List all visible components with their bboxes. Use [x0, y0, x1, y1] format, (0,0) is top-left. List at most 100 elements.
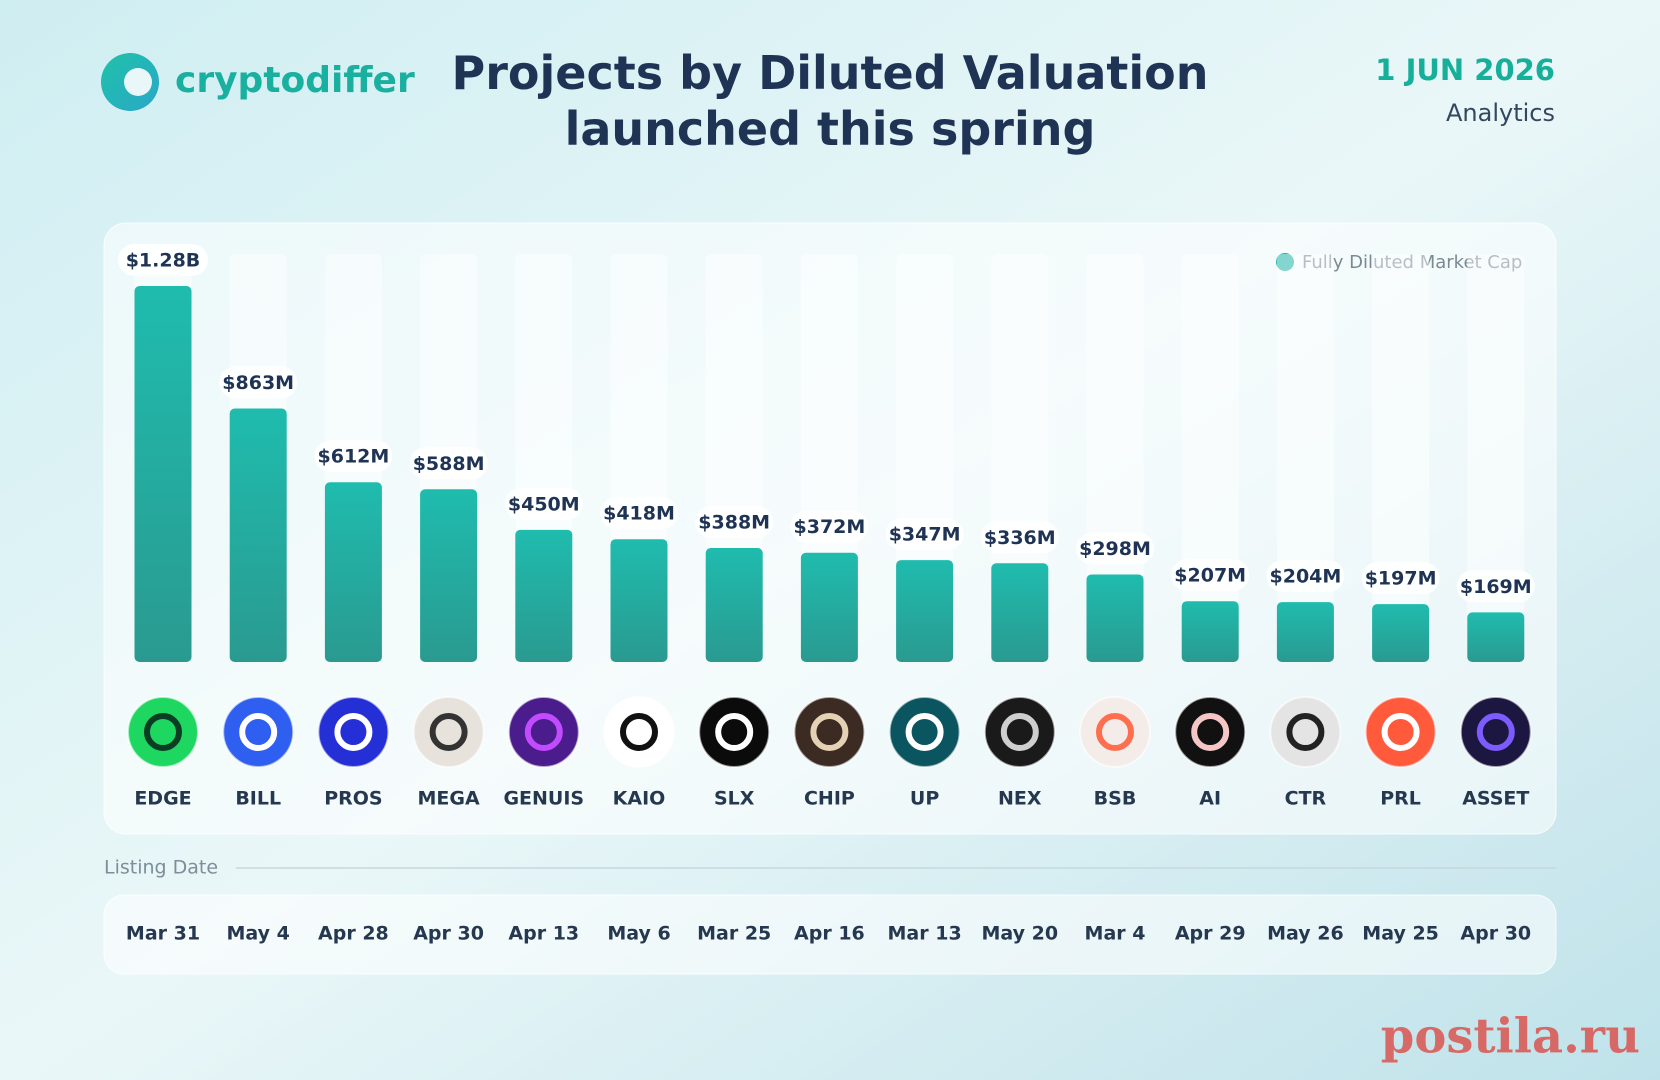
project-icon: [983, 696, 1056, 768]
title-box: Projects by Diluted Valuation launched t…: [451, 46, 1209, 156]
listing-date: Mar 13: [888, 923, 962, 945]
value-label: $347M: [889, 524, 961, 546]
brand-name: cryptodiffer: [175, 60, 415, 101]
value-label: $169M: [1460, 576, 1532, 598]
bar: [420, 489, 478, 662]
project-icon-glyph: [429, 713, 468, 751]
project-icon: [127, 696, 199, 768]
project-name: SLX: [714, 788, 755, 810]
value-label-bg: [504, 487, 583, 520]
project-icon: [1459, 696, 1532, 768]
value-label: $418M: [603, 503, 675, 525]
project-icon-glyph: [144, 713, 182, 751]
project-name: GENUIS: [503, 788, 584, 810]
project-icon-glyph: [1096, 713, 1134, 751]
legend-swatch: [1276, 253, 1294, 271]
project-icon-glyph: [810, 713, 849, 751]
project-icon-glyph: [524, 713, 563, 751]
project-icon: [1364, 696, 1437, 768]
report-date: 1 JUN 2026: [1375, 53, 1555, 87]
bar: [1276, 602, 1334, 662]
bar: [515, 529, 573, 662]
project-name: KAIO: [613, 788, 666, 810]
bar: [229, 408, 287, 662]
value-label: $372M: [794, 516, 866, 538]
bar: [134, 286, 192, 662]
bar-track: [991, 254, 1049, 662]
bar-track: [1276, 254, 1334, 662]
project-icon: [1174, 696, 1247, 768]
value-label-bg: [1361, 562, 1440, 595]
value-label-bg: [1456, 570, 1535, 603]
bar-track: [1372, 254, 1430, 662]
value-label: $336M: [984, 527, 1056, 549]
bar: [896, 560, 954, 662]
listing-date: May 25: [1362, 923, 1439, 945]
project-name: PROS: [324, 788, 382, 810]
project-name: BILL: [235, 788, 281, 810]
chart-title: Projects by Diluted Valuation launched t…: [451, 46, 1209, 156]
dates-card: [103, 894, 1557, 975]
dates-label: Listing Date: [104, 857, 218, 879]
project-icon-glyph: [905, 713, 944, 751]
project-icon: [888, 696, 961, 768]
report-section: Analytics: [1446, 99, 1555, 127]
value-label: $450M: [508, 493, 580, 515]
value-label-bg: [1171, 559, 1250, 592]
value-label: $612M: [318, 446, 390, 468]
listing-date: May 6: [607, 923, 670, 945]
value-label-bg: [790, 510, 869, 543]
value-label-bg: [219, 366, 298, 399]
listing-date: Apr 30: [1460, 923, 1531, 945]
project-icon-glyph: [1191, 713, 1230, 751]
project-icon: [317, 696, 390, 768]
listing-date: May 4: [227, 923, 290, 945]
project-name: CTR: [1285, 788, 1327, 810]
listing-date: Apr 16: [794, 923, 865, 945]
project-icon-glyph: [1000, 713, 1039, 751]
project-icon: [698, 696, 771, 768]
value-label-bg: [1076, 532, 1154, 565]
project-icon: [412, 696, 485, 768]
value-label-bg: [695, 506, 774, 539]
value-label: $298M: [1079, 538, 1151, 560]
value-label-bg: [118, 244, 208, 276]
bar: [1467, 612, 1525, 662]
project-icon-glyph: [1381, 713, 1420, 751]
value-label-bg: [885, 518, 964, 551]
bar: [991, 563, 1049, 662]
listing-date: Mar 25: [697, 923, 771, 945]
bar: [800, 552, 858, 662]
bar: [324, 482, 382, 662]
value-label-bg: [1266, 560, 1345, 593]
bar: [610, 539, 668, 662]
project-icon: [1269, 696, 1342, 768]
legend-label: Fully Diluted Market Cap: [1302, 252, 1522, 273]
project-icon: [507, 696, 580, 768]
listing-date: Mar 4: [1085, 923, 1146, 945]
project-icon-glyph: [334, 713, 373, 751]
listing-date: Apr 29: [1175, 923, 1246, 945]
value-label: $388M: [698, 512, 770, 534]
listing-date: Apr 13: [508, 923, 579, 945]
project-name: MEGA: [418, 788, 480, 810]
bar: [1181, 601, 1239, 662]
project-name: CHIP: [804, 788, 855, 810]
project-icon: [793, 696, 866, 768]
watermark: postila.ru: [1381, 1009, 1640, 1065]
value-label: $588M: [413, 453, 485, 475]
listing-date: May 26: [1267, 923, 1344, 945]
listing-date: Apr 30: [413, 923, 484, 945]
project-icon-glyph: [239, 713, 278, 751]
project-name: EDGE: [134, 788, 191, 810]
bar-track: [1467, 254, 1525, 662]
value-label: $863M: [222, 372, 294, 394]
project-icon: [1079, 696, 1151, 768]
bar: [705, 548, 763, 662]
listing-date: Mar 31: [126, 923, 200, 945]
project-icon: [603, 696, 675, 768]
project-icon-glyph: [715, 713, 754, 751]
project-name: BSB: [1094, 788, 1137, 810]
project-icon-glyph: [1286, 713, 1325, 751]
